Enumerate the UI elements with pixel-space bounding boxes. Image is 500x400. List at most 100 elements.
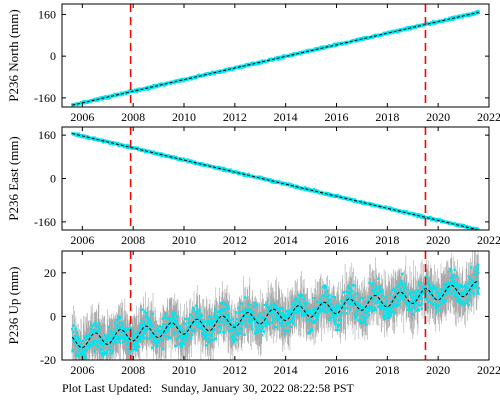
data-point: [247, 315, 250, 318]
data-point: [236, 331, 239, 335]
data-point: [475, 280, 479, 283]
data-point: [216, 314, 219, 317]
data-point: [267, 321, 270, 324]
data-point: [266, 305, 269, 309]
data-point: [403, 299, 406, 302]
data-point: [455, 300, 458, 303]
data-point: [221, 302, 225, 305]
data-point: [115, 318, 119, 322]
data-point: [362, 311, 365, 314]
data-point: [82, 340, 85, 343]
data-point: [345, 312, 349, 315]
data-point: [401, 290, 404, 293]
data-point: [415, 309, 419, 312]
y-tick-label: 0: [50, 49, 56, 63]
data-point: [289, 310, 292, 313]
data-point: [352, 284, 355, 287]
data-point: [422, 291, 426, 295]
data-point: [274, 313, 277, 316]
data-point: [172, 311, 175, 314]
data-point: [223, 302, 227, 305]
data-point: [198, 308, 201, 311]
data-point: [172, 331, 176, 334]
data-point: [275, 305, 278, 308]
data-point: [338, 312, 341, 315]
data-point: [387, 307, 390, 310]
data-point: [354, 314, 358, 318]
data-point: [99, 348, 103, 351]
data-point: [208, 339, 212, 343]
data-point: [233, 337, 237, 341]
data-point: [336, 323, 339, 327]
data-point: [348, 303, 351, 306]
data-point: [166, 326, 170, 329]
data-point: [413, 296, 416, 299]
data-point: [349, 295, 353, 298]
data-point: [400, 280, 403, 283]
data-point: [427, 300, 430, 303]
data-point: [436, 294, 440, 297]
data-point: [431, 286, 434, 289]
data-point: [394, 303, 397, 306]
data-point: [207, 320, 210, 323]
data-point: [466, 289, 469, 292]
data-point: [420, 302, 424, 305]
data-point: [361, 309, 364, 312]
data-point: [404, 282, 407, 285]
data-point: [121, 324, 124, 328]
data-point: [227, 316, 230, 319]
data-point: [319, 307, 322, 311]
data-point: [154, 334, 157, 337]
x-tick-label: 2014: [274, 110, 298, 124]
data-point: [159, 337, 163, 340]
data-point: [465, 301, 468, 304]
data-point: [373, 306, 376, 309]
data-point: [200, 318, 203, 322]
data-point: [201, 162, 205, 165]
data-point: [305, 311, 308, 314]
data-point: [409, 301, 412, 305]
data-point: [393, 289, 397, 292]
data-point: [109, 345, 112, 348]
x-tick-label: 2006: [70, 110, 94, 124]
data-point: [332, 310, 336, 314]
y-tick-label: -160: [34, 91, 56, 105]
data-point: [394, 298, 398, 301]
data-point: [300, 294, 304, 297]
data-point: [285, 321, 288, 324]
y-tick-label: -160: [34, 215, 56, 229]
data-point: [162, 323, 165, 326]
data-point: [312, 308, 315, 311]
data-point: [457, 288, 460, 291]
data-point: [265, 318, 268, 321]
data-point: [385, 304, 388, 308]
y-tick-label: 160: [38, 7, 56, 21]
data-point: [113, 330, 116, 333]
data-point: [358, 305, 361, 309]
north-data-area: [71, 4, 480, 107]
data-point: [266, 322, 269, 326]
data-point: [260, 315, 264, 319]
data-point: [167, 329, 170, 332]
data-point: [466, 298, 469, 301]
data-point: [194, 320, 197, 323]
data-point: [183, 339, 186, 342]
data-point: [400, 29, 403, 33]
data-point: [321, 300, 324, 304]
data-point: [306, 301, 309, 304]
data-point: [341, 302, 345, 305]
data-point: [476, 263, 480, 267]
data-point: [291, 301, 294, 304]
data-point: [285, 315, 289, 318]
data-point: [421, 287, 425, 290]
data-point: [460, 284, 463, 288]
data-point: [104, 352, 107, 355]
data-point: [328, 309, 331, 312]
data-point: [149, 331, 152, 334]
data-point: [137, 331, 140, 334]
data-point: [174, 321, 177, 324]
data-point: [375, 288, 378, 291]
data-point: [256, 304, 259, 307]
data-point: [213, 73, 216, 76]
data-point: [73, 334, 77, 338]
